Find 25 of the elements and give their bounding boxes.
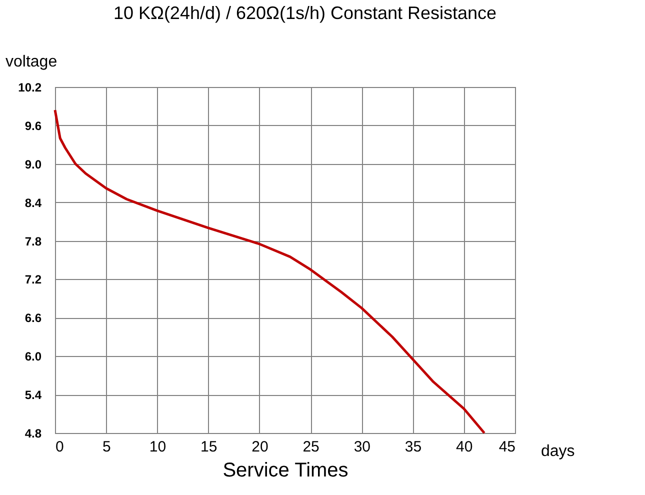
line-series bbox=[54, 108, 486, 434]
x-tick-label: 10 bbox=[149, 438, 166, 456]
x-tick-label: 20 bbox=[252, 438, 268, 456]
x-tick-label: 45 bbox=[498, 438, 516, 456]
x-axis-title: Service Times bbox=[222, 460, 348, 482]
y-tick-label: 7.8 bbox=[24, 234, 42, 248]
y-tick-label: 10.2 bbox=[18, 80, 42, 94]
y-tick-label: 4.8 bbox=[24, 426, 42, 440]
chart-title: 10 KΩ(24h/d) / 620Ω(1s/h) Constant Resistance bbox=[113, 3, 497, 23]
x-tick-label: 25 bbox=[302, 438, 320, 456]
x-tick-label: 5 bbox=[102, 438, 111, 456]
y-tick-label: 6.0 bbox=[24, 350, 42, 364]
y-tick-label: 5.4 bbox=[24, 388, 42, 402]
x-tick-label: 30 bbox=[354, 438, 371, 456]
text: days bbox=[541, 443, 575, 460]
y-tick-label: 7.2 bbox=[24, 272, 42, 287]
y-axis-title: voltage bbox=[6, 54, 58, 70]
y-tick-label: 9.6 bbox=[24, 118, 42, 133]
y-tick-label: 8.4 bbox=[24, 196, 42, 210]
y-tick-label: 9.0 bbox=[24, 157, 42, 172]
x-tick-label: 35 bbox=[404, 438, 422, 456]
x-tick-label: 0 bbox=[56, 438, 64, 456]
y-tick-label: 6.6 bbox=[24, 311, 42, 326]
x-tick-label: 15 bbox=[200, 438, 218, 456]
x-tick-label: 40 bbox=[456, 438, 473, 456]
